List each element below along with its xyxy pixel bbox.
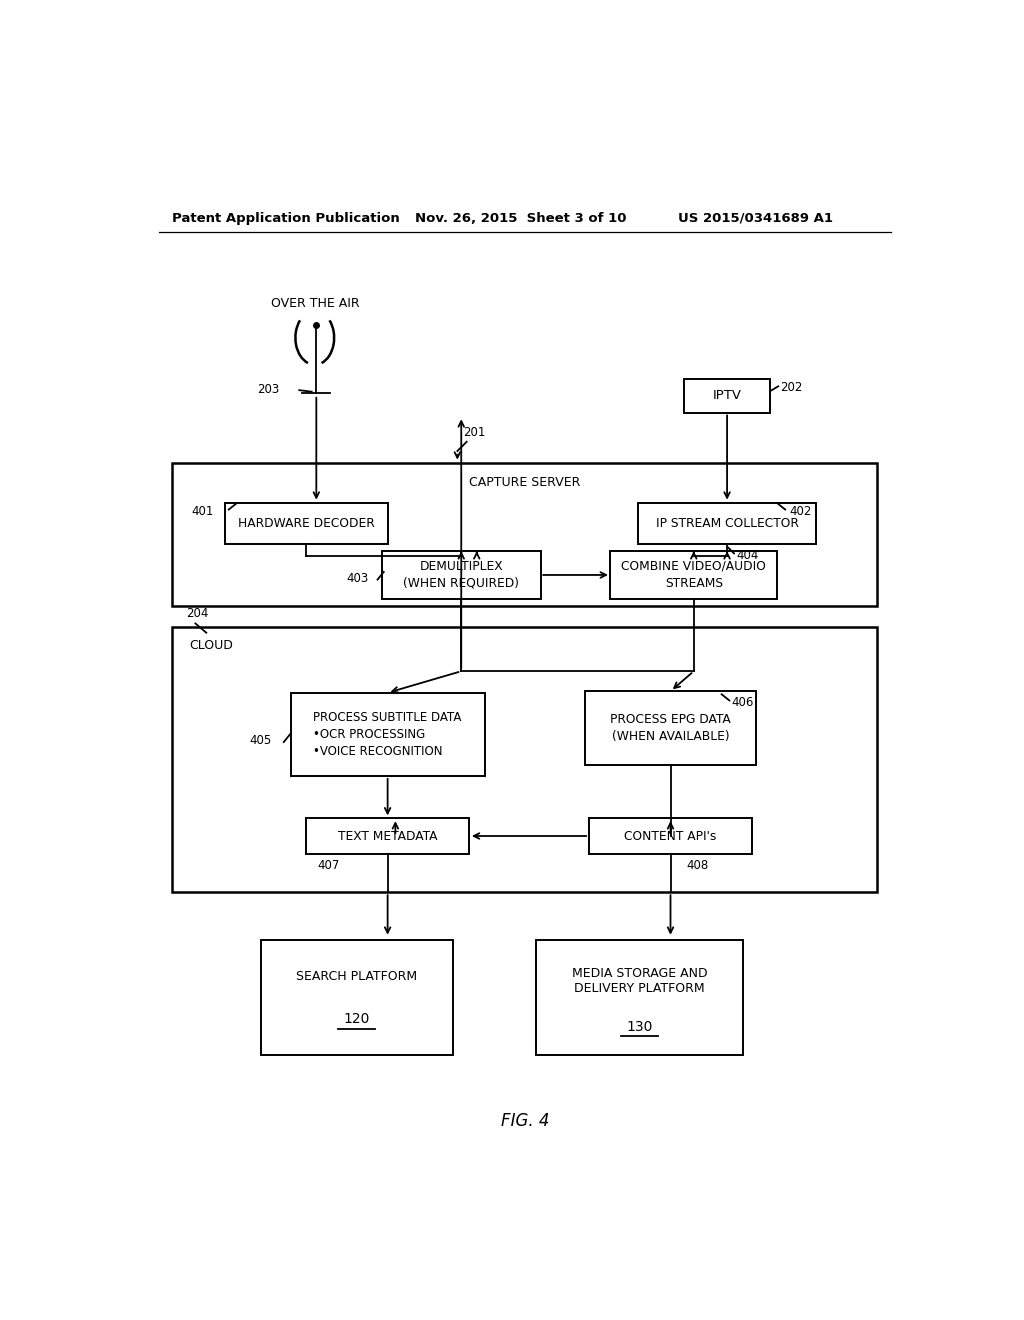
Bar xyxy=(306,818,469,854)
Text: 405: 405 xyxy=(250,734,272,747)
Text: 401: 401 xyxy=(191,506,214,517)
Text: CONTENT API's: CONTENT API's xyxy=(625,829,717,842)
Bar xyxy=(382,552,541,599)
Text: 407: 407 xyxy=(317,859,340,873)
Text: 202: 202 xyxy=(779,381,802,395)
Text: COMBINE VIDEO/AUDIO
STREAMS: COMBINE VIDEO/AUDIO STREAMS xyxy=(622,560,766,590)
Bar xyxy=(172,463,878,606)
Text: CAPTURE SERVER: CAPTURE SERVER xyxy=(469,475,581,488)
Text: PROCESS SUBTITLE DATA
•OCR PROCESSING
•VOICE RECOGNITION: PROCESS SUBTITLE DATA •OCR PROCESSING •V… xyxy=(313,711,462,758)
Text: 406: 406 xyxy=(731,696,754,709)
Bar xyxy=(610,552,777,599)
Bar xyxy=(172,627,878,892)
Bar xyxy=(291,693,484,776)
Text: 130: 130 xyxy=(627,1020,652,1034)
Text: 403: 403 xyxy=(346,572,369,585)
Text: SEARCH PLATFORM: SEARCH PLATFORM xyxy=(296,970,417,982)
Bar xyxy=(586,692,756,766)
Text: US 2015/0341689 A1: US 2015/0341689 A1 xyxy=(678,213,834,224)
Text: PROCESS EPG DATA
(WHEN AVAILABLE): PROCESS EPG DATA (WHEN AVAILABLE) xyxy=(610,713,731,743)
Text: Patent Application Publication: Patent Application Publication xyxy=(172,213,400,224)
Text: HARDWARE DECODER: HARDWARE DECODER xyxy=(238,517,375,529)
Text: IP STREAM COLLECTOR: IP STREAM COLLECTOR xyxy=(655,517,799,529)
Text: FIG. 4: FIG. 4 xyxy=(501,1111,549,1130)
Text: MEDIA STORAGE AND
DELIVERY PLATFORM: MEDIA STORAGE AND DELIVERY PLATFORM xyxy=(571,966,708,995)
Bar xyxy=(638,503,816,544)
Text: 402: 402 xyxy=(790,506,811,517)
Text: TEXT METADATA: TEXT METADATA xyxy=(338,829,437,842)
Text: DEMULTIPLEX
(WHEN REQUIRED): DEMULTIPLEX (WHEN REQUIRED) xyxy=(403,560,519,590)
Bar xyxy=(589,818,752,854)
Text: 408: 408 xyxy=(686,859,709,873)
Bar xyxy=(684,379,770,413)
Bar xyxy=(536,940,743,1056)
Text: OVER THE AIR: OVER THE AIR xyxy=(271,297,360,310)
Text: 203: 203 xyxy=(257,383,280,396)
Text: 204: 204 xyxy=(186,607,209,620)
Text: IPTV: IPTV xyxy=(713,389,741,403)
Bar xyxy=(225,503,388,544)
Text: 404: 404 xyxy=(736,549,759,562)
Text: 201: 201 xyxy=(463,426,485,440)
Text: CLOUD: CLOUD xyxy=(189,639,233,652)
Text: 120: 120 xyxy=(343,1012,370,1026)
Text: Nov. 26, 2015  Sheet 3 of 10: Nov. 26, 2015 Sheet 3 of 10 xyxy=(415,213,627,224)
Bar xyxy=(260,940,453,1056)
